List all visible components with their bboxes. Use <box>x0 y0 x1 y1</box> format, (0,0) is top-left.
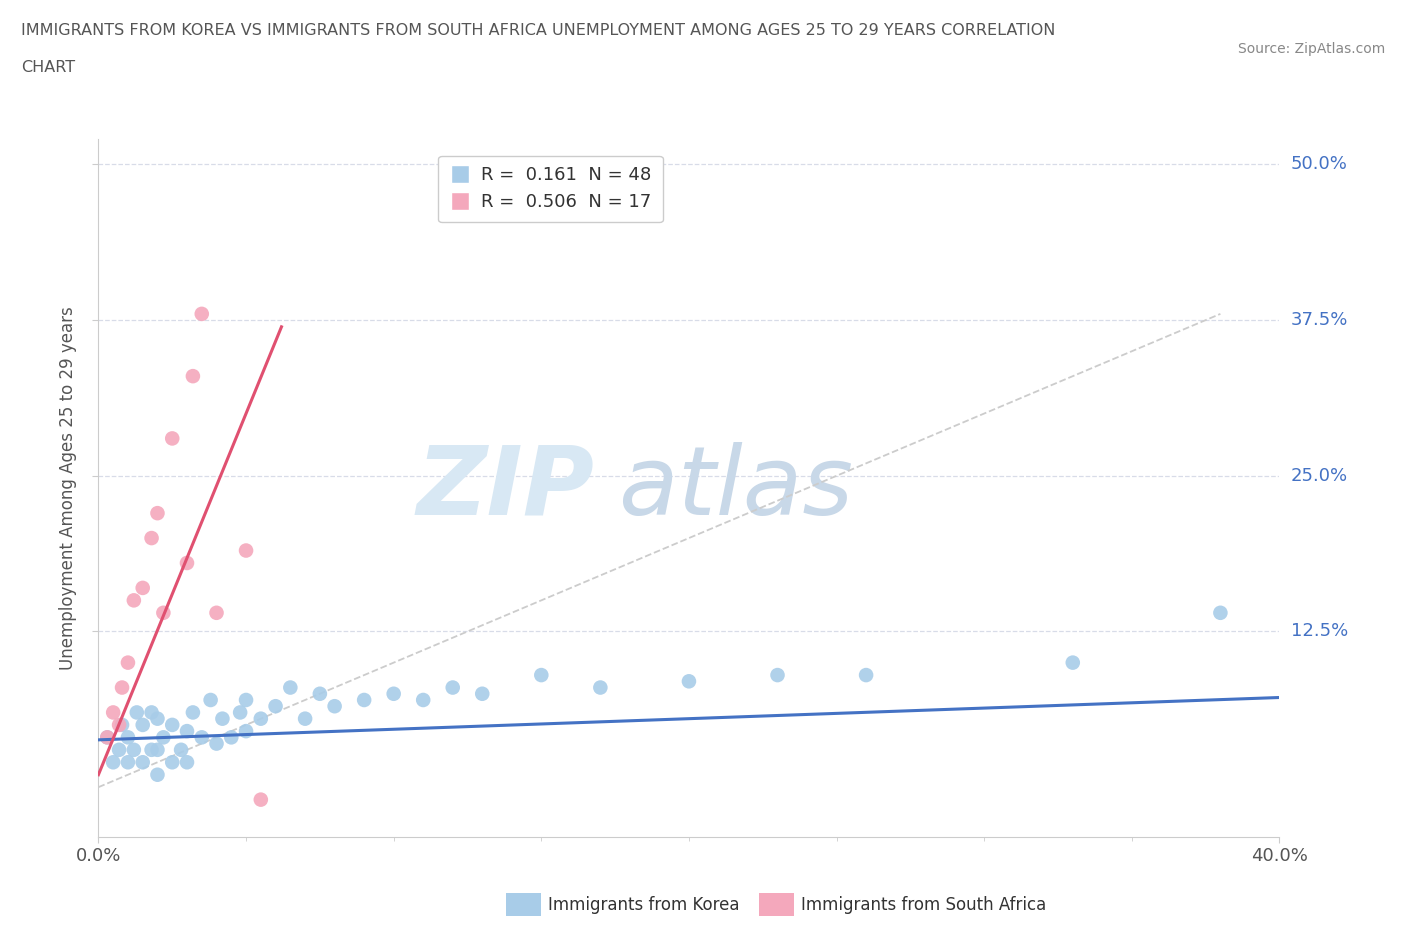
Point <box>471 686 494 701</box>
Point <box>152 730 174 745</box>
Point <box>146 506 169 521</box>
Point <box>103 755 125 770</box>
Point <box>162 755 183 770</box>
Point <box>205 737 228 751</box>
Text: 37.5%: 37.5% <box>1291 312 1348 329</box>
Point <box>125 705 148 720</box>
Point <box>200 693 222 708</box>
Point <box>181 705 204 720</box>
Text: atlas: atlas <box>619 442 853 535</box>
Point <box>211 711 233 726</box>
Y-axis label: Unemployment Among Ages 25 to 29 years: Unemployment Among Ages 25 to 29 years <box>59 306 77 671</box>
Point <box>294 711 316 726</box>
Text: Immigrants from South Africa: Immigrants from South Africa <box>801 896 1046 914</box>
Point <box>146 711 169 726</box>
Point <box>250 792 273 807</box>
Point <box>250 711 273 726</box>
Point <box>111 680 134 695</box>
Point <box>117 730 139 745</box>
Point <box>162 431 183 445</box>
Point <box>191 730 214 745</box>
Point <box>122 593 145 608</box>
Text: 25.0%: 25.0% <box>1291 467 1348 485</box>
Point <box>170 742 193 757</box>
Text: Immigrants from Korea: Immigrants from Korea <box>548 896 740 914</box>
Point <box>152 605 174 620</box>
Text: Source: ZipAtlas.com: Source: ZipAtlas.com <box>1237 42 1385 56</box>
Point <box>412 693 434 708</box>
Point <box>1062 656 1084 671</box>
Point <box>103 705 125 720</box>
Point <box>1209 605 1232 620</box>
Text: 12.5%: 12.5% <box>1291 622 1348 641</box>
Point <box>111 717 134 732</box>
Point <box>176 755 198 770</box>
Point <box>766 668 789 683</box>
Point <box>235 724 257 738</box>
Text: CHART: CHART <box>21 60 75 75</box>
Point <box>191 307 214 322</box>
Point <box>108 717 131 732</box>
Point <box>132 717 155 732</box>
Point <box>181 368 204 383</box>
Point <box>117 755 139 770</box>
Point <box>678 674 700 689</box>
Point <box>219 730 242 745</box>
Point <box>235 693 257 708</box>
Point <box>141 531 163 546</box>
Legend: R =  0.161  N = 48, R =  0.506  N = 17: R = 0.161 N = 48, R = 0.506 N = 17 <box>439 155 662 222</box>
Point <box>141 705 163 720</box>
Text: IMMIGRANTS FROM KOREA VS IMMIGRANTS FROM SOUTH AFRICA UNEMPLOYMENT AMONG AGES 25: IMMIGRANTS FROM KOREA VS IMMIGRANTS FROM… <box>21 23 1056 38</box>
Point <box>132 755 155 770</box>
Point <box>264 698 287 713</box>
Point <box>229 705 252 720</box>
Point <box>176 555 198 570</box>
Point <box>117 656 139 671</box>
Point <box>855 668 877 683</box>
Point <box>278 680 302 695</box>
Point <box>122 742 145 757</box>
Point <box>162 717 183 732</box>
Point <box>132 580 155 595</box>
Point <box>235 543 257 558</box>
Point <box>96 730 118 745</box>
Text: ZIP: ZIP <box>416 442 595 535</box>
Point <box>141 742 163 757</box>
Point <box>146 742 169 757</box>
Point <box>205 605 228 620</box>
Point <box>382 686 405 701</box>
Point <box>309 686 332 701</box>
Point <box>96 730 118 745</box>
Point <box>441 680 464 695</box>
Point <box>323 698 346 713</box>
Text: 50.0%: 50.0% <box>1291 155 1347 173</box>
Point <box>589 680 612 695</box>
Point <box>146 767 169 782</box>
Point <box>530 668 553 683</box>
Point <box>108 742 131 757</box>
Point <box>176 724 198 738</box>
Point <box>353 693 375 708</box>
